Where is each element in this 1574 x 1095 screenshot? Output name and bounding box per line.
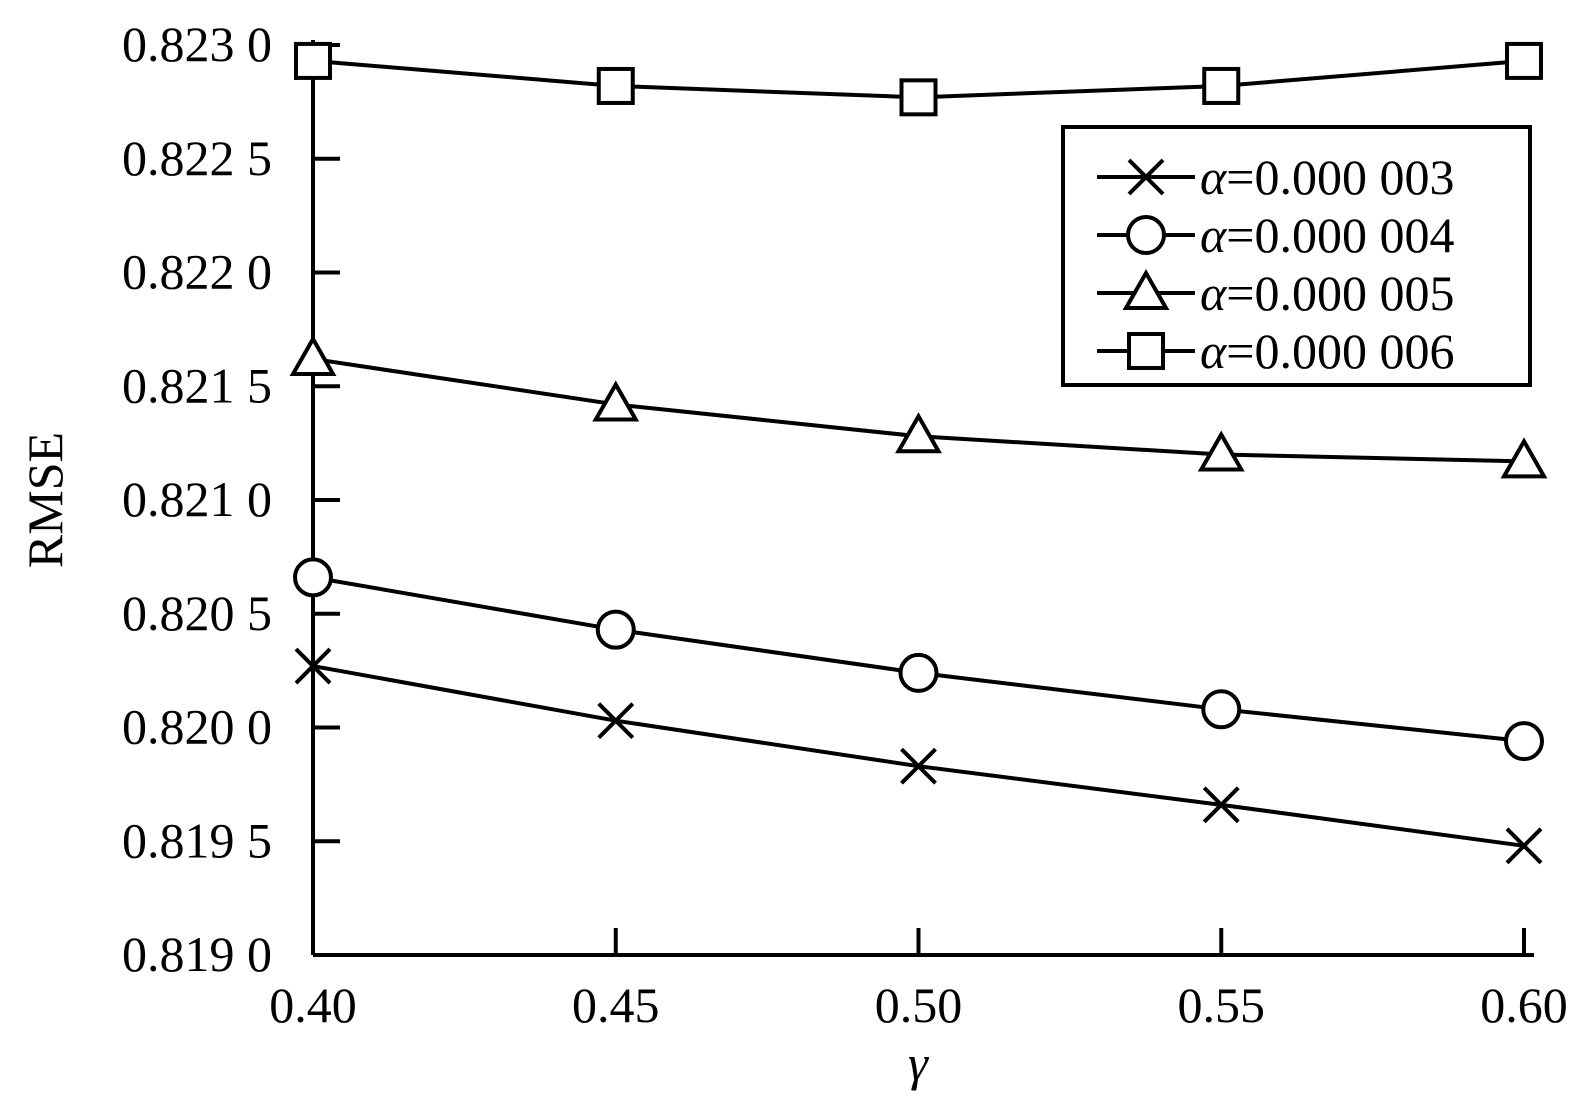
legend-value: =0.000 004 (1226, 207, 1454, 263)
legend-symbol: α (1200, 265, 1228, 321)
y-tick-label: 0.821 5 (122, 357, 272, 413)
square-marker (294, 41, 332, 80)
triangle-marker (1197, 430, 1245, 472)
x-marker (900, 747, 937, 785)
x-marker (1127, 158, 1165, 196)
x-tick-label: 0.50 (875, 977, 963, 1033)
triangle-marker (1500, 437, 1548, 479)
legend-symbol: α (1200, 207, 1228, 263)
y-tick-label: 0.820 5 (122, 585, 272, 641)
legend-entry: α=0.000 005 (1097, 265, 1454, 321)
y-tick-label: 0.823 0 (122, 16, 272, 72)
circle-marker (1201, 689, 1242, 730)
legend-entry: α=0.000 006 (1097, 323, 1454, 379)
legend-label: α=0.000 004 (1200, 207, 1454, 263)
y-tick-label: 0.821 0 (122, 471, 272, 527)
x-tick-label: 0.60 (1480, 977, 1568, 1033)
series-line (312, 664, 1525, 848)
x-tick-label: 0.40 (269, 977, 357, 1033)
x-axis-label: γ (908, 1035, 929, 1091)
y-tick-label: 0.822 5 (122, 130, 272, 186)
legend-value: =0.000 003 (1226, 149, 1454, 205)
square-marker (1202, 66, 1241, 105)
y-tick-label: 0.822 0 (122, 244, 272, 300)
legend-symbol: α (1200, 149, 1228, 205)
circle-marker (595, 609, 636, 650)
square-marker (1127, 332, 1165, 370)
legend-value: =0.000 005 (1226, 265, 1454, 321)
x-marker (1202, 786, 1240, 824)
x-marker (294, 647, 332, 685)
legend-label: α=0.000 003 (1200, 149, 1454, 205)
x-tick-label: 0.55 (1178, 977, 1266, 1033)
legend-symbol: α (1200, 323, 1228, 379)
x-tick-label: 0.45 (572, 977, 660, 1033)
triangle-marker (895, 412, 942, 454)
y-tick-label: 0.819 5 (122, 812, 272, 868)
triangle-marker (289, 334, 337, 376)
triangle-marker (592, 380, 640, 422)
y-tick-label: 0.820 0 (122, 699, 272, 755)
legend-label: α=0.000 005 (1200, 265, 1454, 321)
x-marker (1505, 827, 1543, 865)
y-axis-label: RMSE (17, 432, 73, 568)
circle-marker (293, 557, 333, 598)
series-markers (289, 41, 1548, 865)
legend-entry: α=0.000 004 (1097, 207, 1454, 263)
square-marker (596, 66, 635, 105)
y-tick-label: 0.819 0 (122, 926, 272, 982)
legend-label: α=0.000 006 (1200, 323, 1454, 379)
x-marker (597, 702, 635, 740)
circle-marker (1126, 215, 1166, 255)
circle-marker (1504, 721, 1544, 762)
circle-marker (898, 652, 939, 693)
triangle-marker (1122, 268, 1170, 310)
axes: 0.819 0 0.819 5 0.820 0 0.820 5 0.821 0 0.821… (122, 16, 1568, 1033)
square-marker (899, 78, 938, 117)
square-marker (1505, 41, 1543, 80)
legend-entry: α=0.000 003 (1097, 149, 1454, 205)
legend-value: =0.000 006 (1226, 323, 1454, 379)
